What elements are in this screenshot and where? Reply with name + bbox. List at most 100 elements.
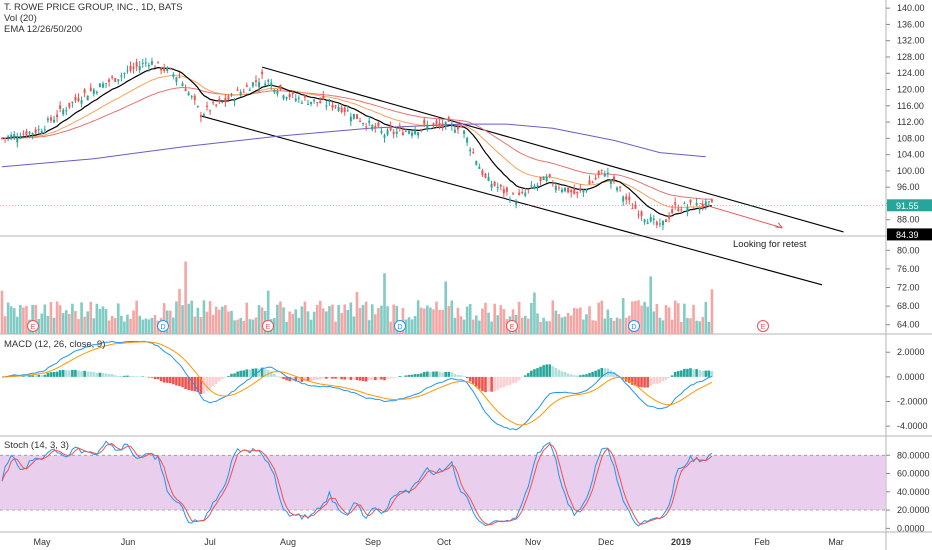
volume-bar <box>113 318 117 334</box>
macd-histogram-bar <box>649 376 653 386</box>
candle-body <box>680 209 683 211</box>
candle-body <box>508 199 511 202</box>
macd-histogram-bar <box>251 368 255 377</box>
macd-histogram-bar <box>205 376 209 392</box>
volume-bar <box>260 307 264 334</box>
candle-body <box>264 83 267 86</box>
volume-bar <box>462 319 466 334</box>
candle-body <box>132 66 135 69</box>
macd-histogram-bar <box>367 376 371 381</box>
candle-body <box>640 211 643 217</box>
volume-bar <box>291 313 294 334</box>
macd-histogram-bar <box>349 376 353 380</box>
volume-bar <box>116 303 120 334</box>
volume-bar <box>695 320 698 334</box>
volume-bar <box>527 318 530 334</box>
candle-body <box>401 132 404 136</box>
volume-bar <box>533 292 536 334</box>
volume-bar <box>245 302 249 334</box>
volume-bar <box>175 301 178 334</box>
volume-bar <box>224 305 227 334</box>
volume-bar <box>600 300 604 334</box>
macd-histogram-bar <box>288 376 291 382</box>
stoch-tick-label: 40.0000 <box>897 487 930 497</box>
macd-histogram-bar <box>107 373 111 377</box>
macd-histogram-bar <box>153 376 157 380</box>
volume-bar <box>686 318 689 334</box>
candle-body <box>551 183 554 185</box>
macd-histogram-bar <box>34 375 37 377</box>
candle-body <box>254 80 257 82</box>
macd-histogram-bar <box>162 376 166 383</box>
macd-histogram-bar <box>422 372 426 377</box>
volume-bar <box>80 302 83 334</box>
candle-body <box>163 66 166 71</box>
candle-body <box>414 130 417 135</box>
volume-bar <box>692 304 695 334</box>
candle-body <box>487 176 490 181</box>
macd-histogram-bar <box>346 376 350 380</box>
macd-histogram-bar <box>643 376 646 388</box>
volume-bar <box>676 303 680 334</box>
stoch-legend-label: Stoch (14, 3, 3) <box>4 440 69 451</box>
candle-body <box>597 170 600 176</box>
volume-bar <box>585 314 588 334</box>
macd-histogram-bar <box>135 376 138 377</box>
candle-body <box>567 187 570 193</box>
candle-body <box>539 176 542 182</box>
volume-bar <box>554 310 558 334</box>
candle-body <box>95 91 98 94</box>
volume-bar <box>429 307 432 334</box>
volume-bar <box>162 303 166 334</box>
volume-bar <box>502 308 506 334</box>
candle-body <box>665 219 668 222</box>
candle-body <box>92 89 95 94</box>
macd-histogram-bar <box>609 370 613 377</box>
candle-body <box>157 61 160 63</box>
macd-histogram-bar <box>276 376 279 377</box>
volume-bar <box>309 319 313 334</box>
volume-bar <box>624 317 628 334</box>
macd-histogram-bar <box>640 376 643 388</box>
macd-histogram-bar <box>686 368 689 377</box>
volume-bar <box>169 310 172 334</box>
candle-body <box>591 182 594 184</box>
candle-body <box>1 137 3 139</box>
macd-histogram-bar <box>309 376 313 382</box>
macd-histogram-bar <box>318 376 322 380</box>
candle-body <box>634 204 637 209</box>
dividend-marker-label: D <box>397 324 402 331</box>
macd-histogram-bar <box>49 372 53 377</box>
candle-body <box>270 82 273 87</box>
macd-histogram-bar <box>401 376 405 377</box>
macd-histogram-bar <box>138 376 141 377</box>
volume-bar <box>634 300 637 334</box>
candle-body <box>533 186 536 189</box>
volume-bar <box>71 303 74 334</box>
volume-bar <box>640 305 643 334</box>
volume-bar <box>563 316 567 334</box>
projection-arrow <box>699 202 783 229</box>
macd-histogram-bar <box>459 375 463 377</box>
macd-histogram-bar <box>673 371 677 377</box>
volume-bar <box>530 302 533 334</box>
macd-histogram-bar <box>104 373 108 377</box>
candle-body <box>59 105 62 109</box>
volume-bar <box>236 319 239 334</box>
candle-body <box>521 192 524 194</box>
ema-legend: EMA 12/26/50/200 <box>4 24 83 35</box>
candle-body <box>251 82 254 87</box>
macd-histogram-bar <box>554 367 558 377</box>
volume-bar <box>337 305 340 334</box>
volume-bar <box>123 321 126 334</box>
volume-bar <box>670 319 674 334</box>
macd-histogram-bar <box>22 376 25 377</box>
macd-histogram-bar <box>113 375 117 377</box>
macd-histogram-bar <box>110 373 114 377</box>
volume-bar <box>631 301 634 334</box>
volume-bar <box>612 320 616 334</box>
volume-bar <box>582 319 585 334</box>
candle-body <box>505 187 508 192</box>
macd-histogram-bar <box>337 376 340 379</box>
